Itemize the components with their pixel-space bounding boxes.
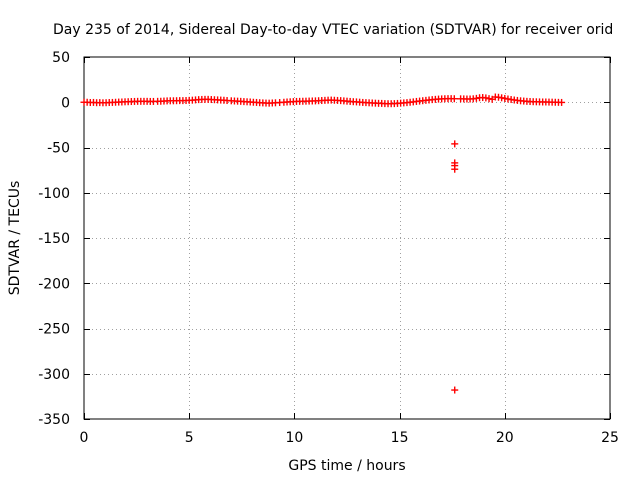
grid-lines: [84, 57, 610, 419]
tick-labels: 0 5 10 15 20 25 50 0 -50 -100 -150 -200 -250 -300 -350: [38, 50, 619, 446]
x-tick-label: 20: [496, 430, 514, 446]
x-tick-label: 5: [185, 430, 194, 446]
x-tick-label: 0: [80, 430, 89, 446]
y-tick-label: -100: [38, 186, 70, 202]
data-point: [451, 140, 459, 148]
y-tick-label: 0: [61, 95, 70, 111]
y-tick-label: -50: [47, 141, 70, 157]
x-axis-label: GPS time / hours: [288, 458, 405, 474]
y-tick-label: -350: [38, 412, 70, 428]
x-tick-label: 25: [601, 430, 619, 446]
data-point: [450, 95, 458, 103]
x-tick-label: 10: [285, 430, 303, 446]
y-tick-label: 50: [52, 50, 70, 66]
y-tick-label: -150: [38, 231, 70, 247]
y-tick-label: -250: [38, 322, 70, 338]
data-point: [558, 98, 566, 106]
y-tick-label: -300: [38, 367, 70, 383]
x-tick-label: 15: [391, 430, 409, 446]
y-axis-label: SDTVAR / TECUs: [7, 181, 23, 296]
y-tick-label: -200: [38, 276, 70, 292]
data-points: [80, 93, 566, 394]
data-point: [451, 386, 459, 394]
axis-ticks: [84, 57, 611, 420]
data-point: [451, 165, 459, 173]
chart-title: Day 235 of 2014, Sidereal Day-to-day VTE…: [53, 22, 613, 38]
data-point: [482, 94, 490, 102]
plot-frame: [83, 56, 611, 420]
